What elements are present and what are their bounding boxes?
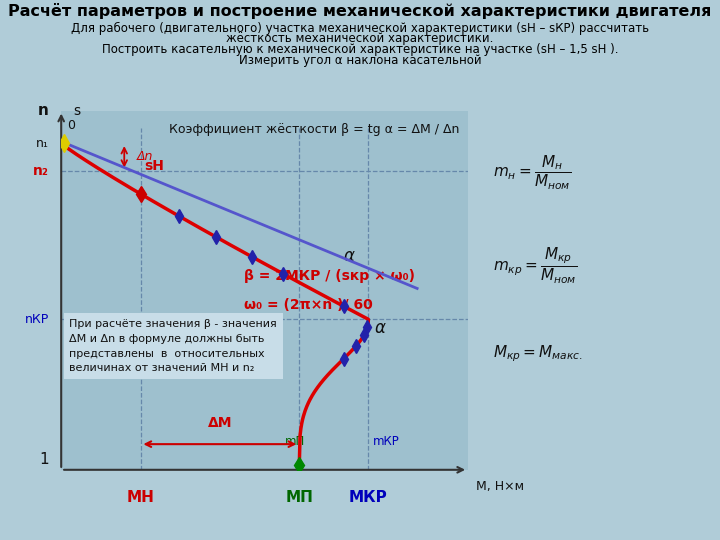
Text: Измерить угол α наклона касательной: Измерить угол α наклона касательной	[239, 54, 481, 67]
Text: При расчёте значения β - значения
ΔМ и Δn в формуле должны быть
представлены  в : При расчёте значения β - значения ΔМ и Δ…	[69, 319, 277, 373]
Text: α: α	[374, 319, 385, 337]
Text: Построить касательную к механической характеристике на участке (sН – 1,5 sН ).: Построить касательную к механической хар…	[102, 43, 618, 56]
Text: 0: 0	[67, 119, 76, 132]
Text: $m_{\it н} = \dfrac{M_{\it н}}{M_{\it ном}}$: $m_{\it н} = \dfrac{M_{\it н}}{M_{\it но…	[493, 154, 572, 192]
Text: n: n	[38, 103, 49, 118]
Text: β = 2МКР / (sкр × ω₀): β = 2МКР / (sкр × ω₀)	[244, 269, 415, 283]
Text: Δn: Δn	[137, 150, 153, 164]
Text: Расчёт параметров и построение механической характеристики двигателя: Расчёт параметров и построение механичес…	[9, 3, 711, 19]
Text: МП: МП	[285, 490, 313, 505]
Text: 1: 1	[40, 452, 49, 467]
Text: Коэффициент жёсткости β = tg α = ΔМ / Δn: Коэффициент жёсткости β = tg α = ΔМ / Δn	[169, 123, 460, 136]
Text: n₁: n₁	[36, 137, 49, 150]
Text: МКР: МКР	[349, 490, 387, 505]
Text: sКР: sКР	[67, 345, 90, 358]
Text: sН: sН	[145, 159, 164, 173]
Text: МН: МН	[127, 490, 155, 505]
Text: $m_{\it кр} = \dfrac{M_{\it кр}}{M_{\it ном}}$: $m_{\it кр} = \dfrac{M_{\it кр}}{M_{\it …	[493, 246, 577, 286]
Text: s: s	[73, 104, 81, 118]
Text: mКР: mКР	[372, 435, 399, 448]
Text: ΔМ: ΔМ	[207, 416, 232, 430]
Text: mП: mП	[285, 435, 305, 448]
Text: n₂: n₂	[33, 164, 49, 178]
Text: nКР: nКР	[24, 313, 49, 326]
Text: $M_{\it кр} = M_{\it макс.}$: $M_{\it кр} = M_{\it макс.}$	[493, 343, 583, 363]
Text: ω₀ = (2π×n )/ 60: ω₀ = (2π×n )/ 60	[244, 298, 373, 312]
Text: М, Н×м: М, Н×м	[476, 481, 524, 494]
Text: α: α	[344, 247, 355, 265]
Text: Для рабочего (двигательного) участка механической характеристики (sН – sКР) расс: Для рабочего (двигательного) участка мех…	[71, 22, 649, 35]
Text: жёсткость механической характеристики.: жёсткость механической характеристики.	[226, 32, 494, 45]
